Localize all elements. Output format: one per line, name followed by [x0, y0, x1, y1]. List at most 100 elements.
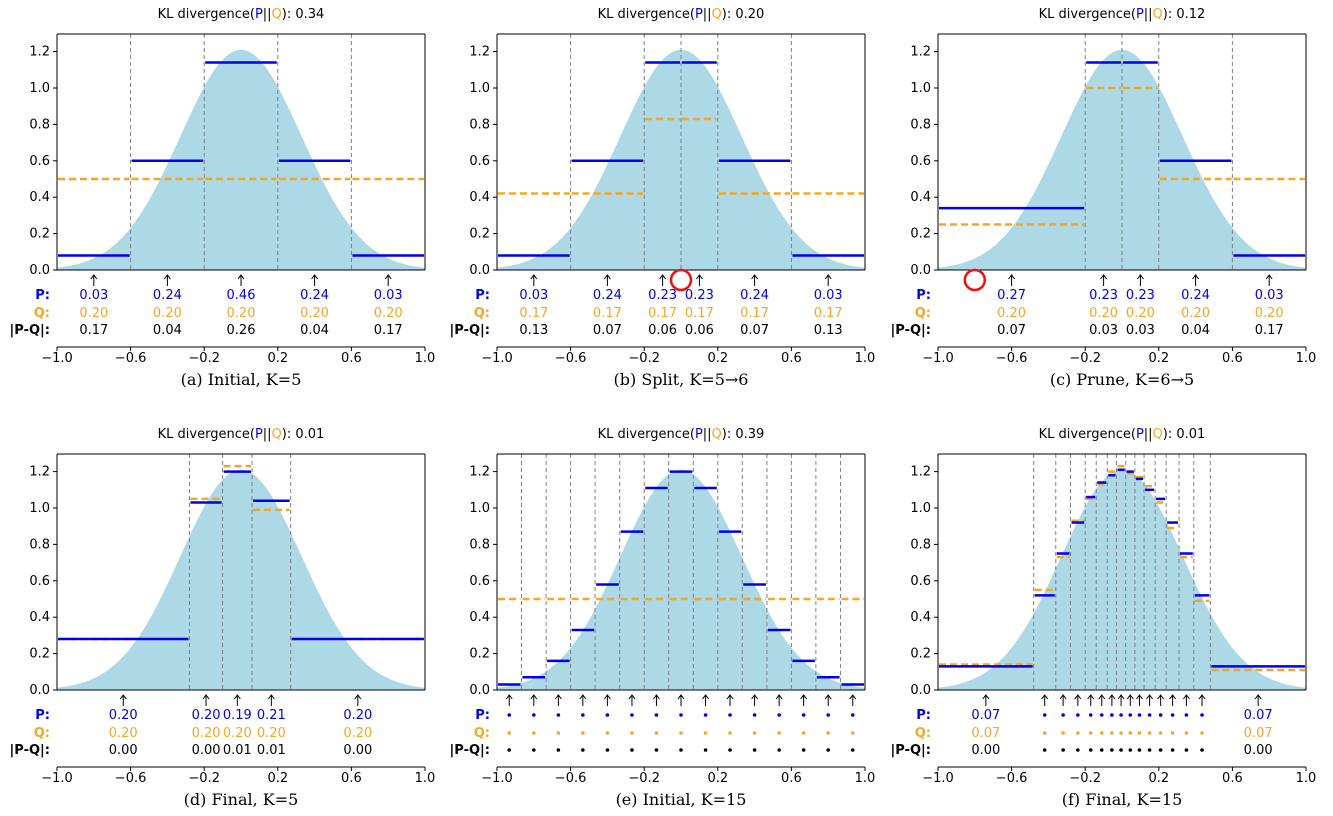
q-dot	[1170, 731, 1175, 735]
bin-arrow-head	[775, 694, 783, 700]
q-dot	[777, 731, 781, 735]
chart-panel-2: KL divergence(P||Q): 0.20 0.0 0.2 0.4 0.6 0.8…	[450, 7, 876, 389]
absdiff-dot	[1061, 748, 1065, 752]
q-dot	[679, 731, 683, 735]
chart-panel-1: KL divergence(P||Q): 0.34 0.0 0.2 0.4 0.6 0.8…	[10, 7, 436, 389]
y-tick-label: 0.8	[469, 537, 490, 552]
title-part: Q	[272, 427, 282, 442]
x-tick-label: 0.6	[1222, 771, 1243, 786]
p-value: 0.07	[971, 708, 1000, 723]
absdiff-value: 0.00	[1244, 743, 1273, 758]
row-label-absdiff: |P-Q|:	[10, 743, 50, 758]
y-tick-label: 0.8	[29, 117, 50, 132]
row-label-p: P:	[475, 708, 490, 723]
bin-arrow-head	[119, 694, 127, 700]
p-value: 0.03	[374, 288, 403, 303]
y-tick-label: 1.2	[469, 465, 490, 480]
x-tick-label: 1.0	[415, 351, 436, 366]
q-dot	[728, 731, 732, 735]
p-dot	[1076, 713, 1080, 717]
x-tick-label: −0.2	[628, 771, 660, 786]
p-value: 0.24	[300, 288, 329, 303]
absdiff-dot	[703, 748, 708, 752]
absdiff-value: 0.01	[257, 743, 286, 758]
density-fill	[497, 49, 865, 270]
p-dot	[605, 713, 610, 717]
p-dot	[850, 713, 855, 717]
bin-arrow-head	[1100, 274, 1107, 280]
row-label-q: Q:	[915, 726, 931, 741]
p-value: 0.20	[192, 708, 221, 723]
bin-arrow-head	[1157, 694, 1165, 700]
x-tick-label: 1.0	[415, 771, 436, 786]
q-value: 0.07	[1244, 726, 1273, 741]
absdiff-value: 0.06	[648, 323, 677, 338]
bin-arrow-head	[659, 274, 666, 280]
highlight-circle	[669, 268, 693, 292]
x-tick-label: 0.2	[707, 771, 728, 786]
absdiff-dot	[556, 748, 561, 752]
absdiff-value: 0.26	[227, 323, 256, 338]
y-tick-label: 0.2	[910, 647, 931, 662]
x-tick-label: 0.6	[341, 351, 362, 366]
x-tick-label: 0.6	[781, 351, 802, 366]
x-tick-label: 1.0	[1296, 351, 1317, 366]
bin-arrow-head	[1098, 694, 1106, 700]
bin-arrow-head	[1041, 694, 1049, 700]
q-value: 0.20	[227, 306, 256, 321]
title-part: P	[255, 427, 263, 442]
title-part: P	[695, 7, 703, 22]
bin-arrow-head	[1254, 694, 1262, 700]
q-value: 0.17	[593, 306, 622, 321]
y-tick-label: 0.2	[910, 227, 931, 242]
absdiff-value: 0.03	[1126, 323, 1155, 338]
p-dot	[1184, 713, 1189, 717]
absdiff-dot	[1137, 748, 1142, 752]
absdiff-dot	[1128, 748, 1133, 752]
bin-arrow-head	[164, 274, 171, 280]
q-dot	[1200, 731, 1204, 735]
absdiff-dot	[1042, 748, 1047, 752]
title-part: 0.12	[1176, 7, 1205, 22]
title-part: Q	[1153, 7, 1163, 22]
q-dot	[630, 731, 634, 735]
absdiff-dot	[532, 748, 536, 752]
panel-caption: (a) Initial, K=5	[181, 370, 302, 389]
absdiff-dot	[826, 748, 830, 752]
y-tick-label: 0.0	[29, 683, 50, 698]
q-value: 0.20	[300, 306, 329, 321]
y-tick-label: 0.8	[469, 117, 490, 132]
panel-caption: (d) Final, K=5	[184, 790, 299, 809]
absdiff-dot	[605, 748, 610, 752]
q-value: 0.17	[648, 306, 677, 321]
p-dot	[826, 713, 830, 717]
p-dot	[581, 713, 585, 717]
q-dot	[826, 731, 830, 735]
panel-caption: (b) Split, K=5→6	[614, 370, 749, 389]
highlight-circle	[963, 268, 987, 292]
panel-caption: (e) Initial, K=15	[616, 790, 747, 809]
row-label-p: P:	[35, 288, 50, 303]
x-tick-label: 1.0	[855, 351, 876, 366]
bin-arrow-head	[202, 694, 210, 700]
p-dot	[1147, 713, 1152, 717]
q-value: 0.07	[971, 726, 1000, 741]
bin-arrow-head	[628, 694, 636, 700]
row-label-p: P:	[916, 708, 931, 723]
p-dot	[556, 713, 561, 717]
p-value: 0.03	[1255, 288, 1284, 303]
q-dot	[605, 731, 610, 735]
x-tick-label: 1.0	[1296, 771, 1317, 786]
x-tick-label: −1.0	[922, 771, 954, 786]
bin-arrow-head	[505, 694, 513, 700]
bin-arrow-head	[1137, 274, 1144, 280]
p-dot	[1110, 713, 1114, 717]
p-value: 0.24	[153, 288, 182, 303]
x-tick-label: 0.2	[707, 351, 728, 366]
row-label-p: P:	[475, 288, 490, 303]
y-tick-label: 0.4	[29, 610, 50, 625]
absdiff-dot	[850, 748, 855, 752]
q-value: 0.20	[192, 726, 221, 741]
q-dot	[1076, 731, 1080, 735]
